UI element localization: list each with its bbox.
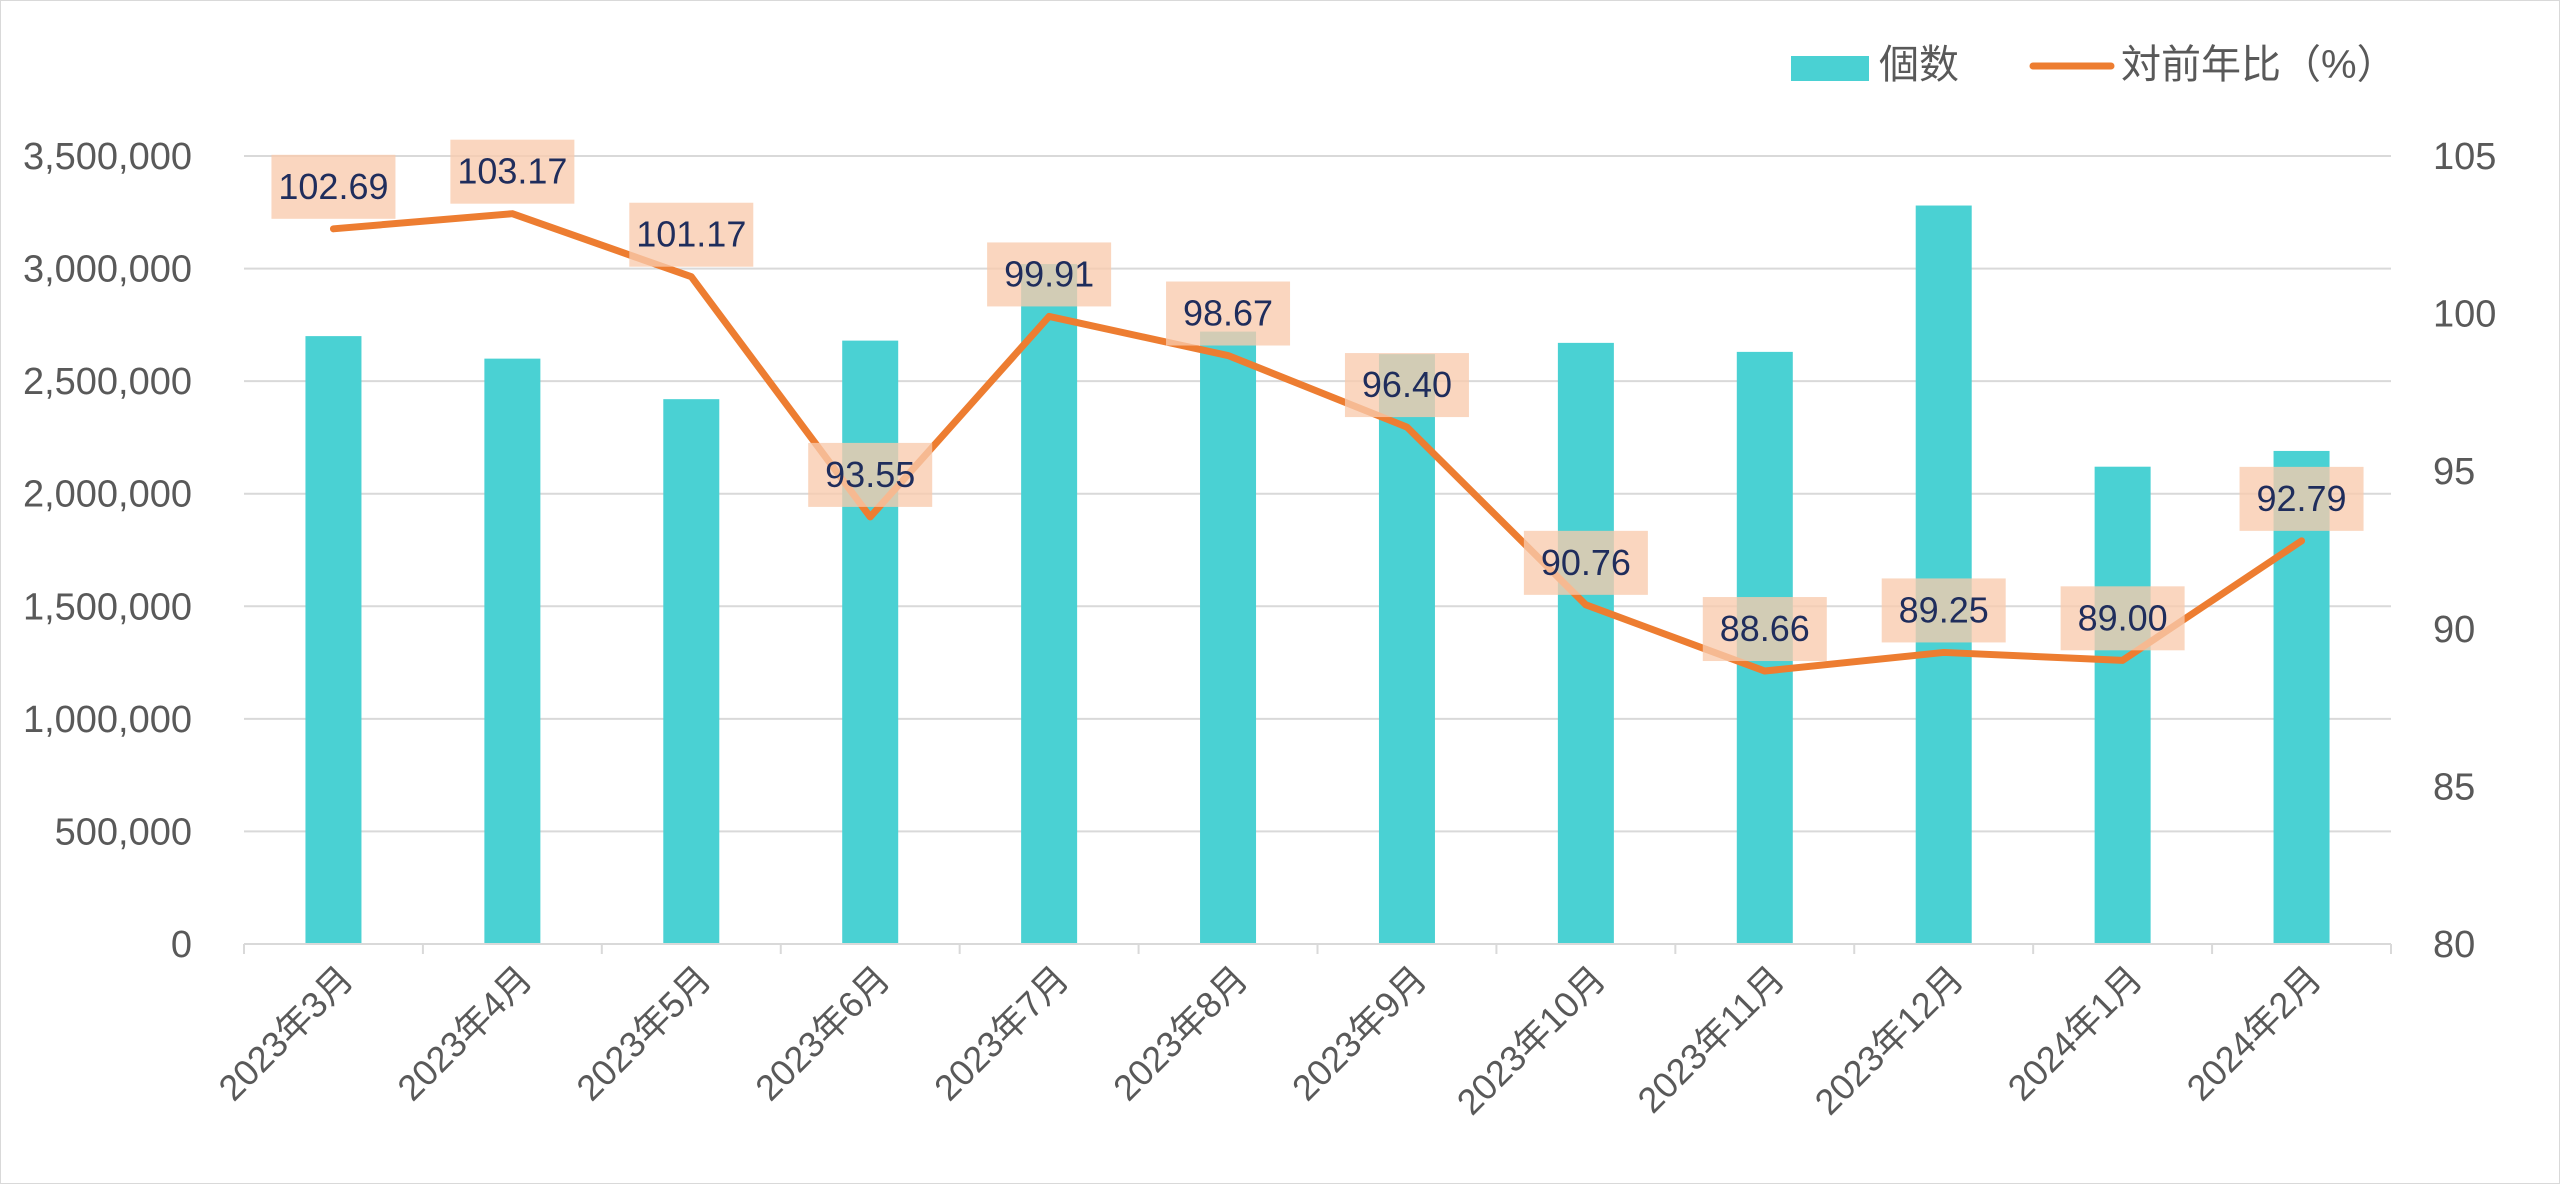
y-left-tick-label: 3,500,000 <box>23 136 192 178</box>
y-right-tick-label: 80 <box>2433 924 2475 966</box>
data-label: 99.91 <box>987 242 1112 307</box>
y-right-tick-label: 85 <box>2433 766 2475 808</box>
x-tick-label: 2023年6月 <box>747 958 898 1109</box>
x-tick-label: 2024年2月 <box>2179 958 2330 1109</box>
data-label-box <box>808 442 933 507</box>
x-tick-label: 2023年11月 <box>1629 958 1792 1121</box>
data-label: 90.76 <box>1523 530 1648 595</box>
y-right-tick-label: 90 <box>2433 609 2475 651</box>
data-label-box <box>450 139 575 204</box>
data-label: 98.67 <box>1166 281 1291 346</box>
data-label: 88.66 <box>1702 597 1827 662</box>
bar <box>2273 450 2330 944</box>
y-left-tick-label: 500,000 <box>55 811 192 853</box>
data-label: 102.69 <box>271 154 396 219</box>
data-label-text: 89.00 <box>2078 597 2168 638</box>
bar <box>305 336 362 945</box>
data-label: 103.17 <box>450 139 575 204</box>
bar <box>1378 354 1435 944</box>
data-label-box <box>2060 586 2185 651</box>
data-label-box <box>629 202 754 267</box>
x-tick-label: 2023年7月 <box>926 958 1077 1109</box>
data-label-text: 92.79 <box>2256 478 2346 519</box>
data-label: 93.55 <box>808 442 933 507</box>
bar <box>842 340 899 944</box>
y-right-tick-label: 105 <box>2433 136 2496 178</box>
data-label-box <box>1881 578 2006 643</box>
data-label-box <box>987 242 1112 307</box>
y-left-tick-label: 0 <box>171 924 192 966</box>
bar <box>2094 466 2151 944</box>
data-label: 89.00 <box>2060 586 2185 651</box>
x-tick-label: 2023年12月 <box>1807 958 1972 1123</box>
legend: 個数 対前年比（%） <box>1791 43 2397 87</box>
bar <box>1557 342 1614 945</box>
bar-series <box>305 205 2330 945</box>
data-label-text: 88.66 <box>1720 608 1810 649</box>
data-label-box <box>1523 530 1648 595</box>
x-tick-label: 2023年10月 <box>1449 958 1614 1123</box>
bar <box>484 358 541 945</box>
x-tick-label: 2023年9月 <box>1284 958 1435 1109</box>
data-label-text: 99.91 <box>1004 253 1094 294</box>
bar <box>1021 264 1078 944</box>
data-label-box <box>2239 466 2364 531</box>
bar <box>1200 331 1257 944</box>
data-label-text: 89.25 <box>1899 589 1989 630</box>
data-label: 101.17 <box>629 202 754 267</box>
legend-bar-swatch <box>1791 56 1869 81</box>
data-label-text: 101.17 <box>636 214 746 255</box>
data-label: 96.40 <box>1344 353 1469 418</box>
y-left-tick-label: 2,000,000 <box>23 474 192 516</box>
data-label-text: 93.55 <box>825 454 915 495</box>
x-tick-label: 2023年8月 <box>1105 958 1256 1109</box>
x-tick-label: 2023年5月 <box>568 958 719 1109</box>
x-tick-label: 2023年4月 <box>389 958 540 1109</box>
bar <box>663 399 720 944</box>
data-label-box <box>271 154 396 219</box>
line-series <box>329 210 2306 675</box>
y-left-tick-label: 3,000,000 <box>23 249 192 291</box>
y-right-tick-label: 100 <box>2433 294 2496 336</box>
legend-line-label: 対前年比（%） <box>2121 43 2397 87</box>
line-series-path <box>329 210 2306 675</box>
bar <box>1915 205 1972 944</box>
legend-bar-label: 個数 <box>1879 43 1959 87</box>
data-label-text: 96.40 <box>1362 364 1452 405</box>
y-left-tick-label: 1,000,000 <box>23 699 192 741</box>
data-label-text: 90.76 <box>1541 542 1631 583</box>
data-label-text: 102.69 <box>278 166 388 207</box>
data-label-text: 103.17 <box>457 151 567 192</box>
gridlines <box>244 155 2391 833</box>
x-tick-label: 2023年3月 <box>210 958 361 1109</box>
x-tick-label: 2024年1月 <box>2000 958 2151 1109</box>
data-label-box <box>1344 353 1469 418</box>
data-label-box <box>1702 597 1827 662</box>
data-label-text: 98.67 <box>1183 293 1273 334</box>
y-left-tick-label: 1,500,000 <box>23 586 192 628</box>
data-label-box <box>1166 281 1291 346</box>
data-label: 92.79 <box>2239 466 2364 531</box>
y-left-tick-label: 2,500,000 <box>23 361 192 403</box>
data-labels: 102.69 103.17 101.17 93.55 99.91 98.67 96.40 90… <box>271 139 2364 662</box>
y-right-tick-label: 95 <box>2433 451 2475 493</box>
data-label: 89.25 <box>1881 578 2006 643</box>
